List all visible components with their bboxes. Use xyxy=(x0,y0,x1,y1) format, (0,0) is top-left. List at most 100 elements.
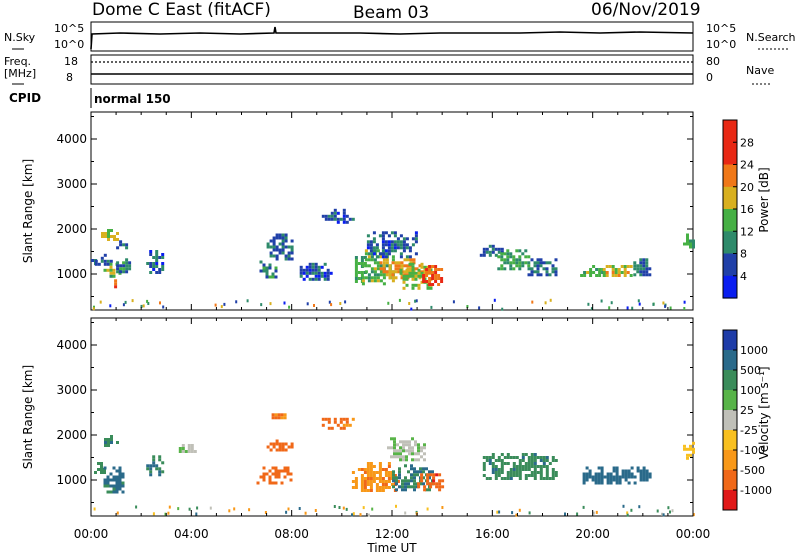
power-cell xyxy=(122,261,126,265)
velocity-cell xyxy=(545,477,549,480)
power-cell xyxy=(370,279,374,283)
velocity-cell xyxy=(375,486,379,489)
velocity-cell xyxy=(327,417,331,421)
power-cell xyxy=(423,271,427,275)
velocity-cell xyxy=(512,474,516,477)
velocity-cell xyxy=(280,481,284,485)
velocity-cell xyxy=(112,478,116,482)
power-cell xyxy=(336,217,340,221)
power-cell xyxy=(272,254,276,258)
velocity-cell xyxy=(615,466,619,470)
power-cell xyxy=(642,267,646,271)
power-cell xyxy=(608,306,611,310)
velocity-cell xyxy=(497,456,501,459)
velocity-cell xyxy=(686,447,689,451)
power-cell xyxy=(506,249,510,253)
velocity-cell xyxy=(612,478,616,482)
power-cell xyxy=(399,252,403,256)
velocity-cell xyxy=(103,471,106,474)
velocity-cell xyxy=(158,455,162,459)
velocity-cell xyxy=(548,477,552,480)
power-cell xyxy=(314,277,318,281)
power-cell xyxy=(440,268,444,271)
power-cell xyxy=(399,271,403,275)
nave-right-label: Nave xyxy=(746,64,774,77)
power-cell xyxy=(155,250,159,253)
range-tick-label: 1000 xyxy=(56,473,87,487)
power-cell xyxy=(265,275,269,279)
power-cell xyxy=(344,300,347,304)
velocity-cell xyxy=(381,483,385,486)
velocity-cell xyxy=(378,468,382,471)
power-cell xyxy=(629,265,633,268)
power-cell xyxy=(394,276,398,280)
power-cell xyxy=(692,245,695,249)
velocity-cell xyxy=(410,467,413,471)
velocity-cell xyxy=(488,477,492,480)
power-cell xyxy=(360,271,364,274)
power-cell xyxy=(385,258,389,262)
velocity-cell xyxy=(387,462,391,465)
power-cell xyxy=(116,232,119,235)
power-cell xyxy=(305,274,309,278)
beam-label: Beam 03 xyxy=(353,3,429,23)
colorbar-segment xyxy=(723,120,737,143)
colorbar-segment xyxy=(723,450,737,471)
velocity-cell xyxy=(372,465,376,468)
velocity-cell xyxy=(692,450,695,454)
power-cell xyxy=(363,256,367,259)
velocity-cell xyxy=(428,470,431,474)
velocity-cell xyxy=(408,452,411,456)
colorbar-tick-label: 500 xyxy=(740,364,761,377)
power-cell xyxy=(400,276,404,280)
power-cell xyxy=(284,239,288,243)
velocity-cell xyxy=(642,466,646,470)
power-cell xyxy=(272,239,276,243)
power-cell xyxy=(275,236,279,240)
power-cell xyxy=(376,261,380,265)
power-cell xyxy=(345,214,349,218)
power-cell xyxy=(402,274,406,278)
power-cell xyxy=(372,246,376,250)
power-cell xyxy=(430,305,433,309)
power-cell xyxy=(360,274,364,277)
velocity-cell xyxy=(423,488,427,492)
power-cell xyxy=(159,301,161,305)
power-cell xyxy=(376,276,380,280)
velocity-cell xyxy=(283,469,287,473)
velocity-cell xyxy=(195,512,198,516)
velocity-cell xyxy=(278,448,282,452)
velocity-cell xyxy=(274,481,278,485)
velocity-cell xyxy=(115,481,119,485)
power-cell xyxy=(333,208,337,212)
velocity-cell xyxy=(100,462,103,465)
power-cell xyxy=(323,262,327,266)
power-cell xyxy=(405,277,409,281)
power-cell xyxy=(290,257,294,261)
power-cell xyxy=(387,234,391,238)
power-cell xyxy=(122,267,126,271)
velocity-cell xyxy=(161,461,165,465)
velocity-cell xyxy=(342,417,346,421)
power-cell xyxy=(405,243,409,247)
power-cell xyxy=(364,276,368,280)
velocity-cell xyxy=(266,445,270,449)
colorbar-segment xyxy=(723,253,737,277)
power-cell xyxy=(390,240,394,244)
power-cell xyxy=(369,243,373,247)
power-cell xyxy=(101,232,104,235)
power-cell xyxy=(587,302,590,306)
velocity-cell xyxy=(420,455,423,459)
power-cell xyxy=(266,242,270,246)
power-cell xyxy=(426,283,430,287)
velocity-cell xyxy=(639,469,643,473)
power-cell xyxy=(124,300,127,304)
power-cell xyxy=(149,265,153,268)
power-cell xyxy=(638,302,641,306)
velocity-cell xyxy=(354,477,358,480)
velocity-cell xyxy=(600,469,604,473)
power-cell xyxy=(402,237,406,241)
power-cell xyxy=(405,246,409,250)
power-cell xyxy=(422,280,426,283)
velocity-cell xyxy=(115,487,119,491)
